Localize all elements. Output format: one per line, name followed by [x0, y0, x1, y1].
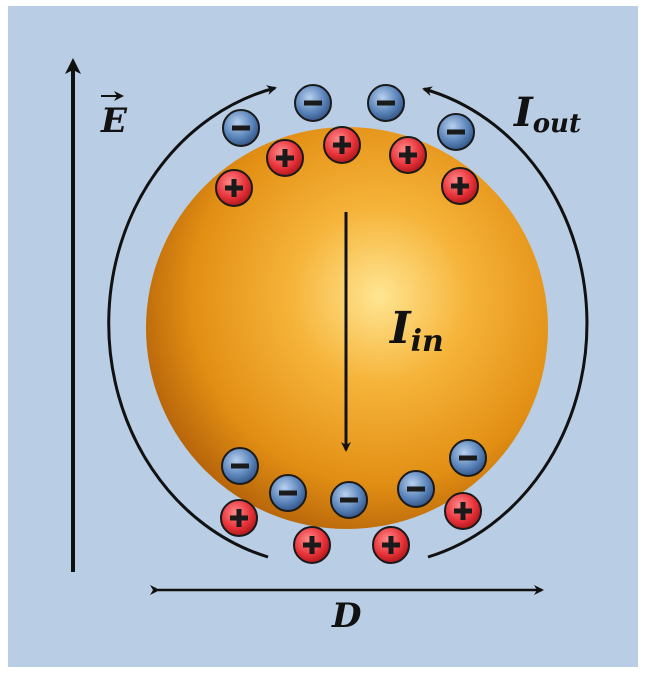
outer-current-arc-left	[107, 85, 277, 559]
minus-icon	[304, 100, 322, 106]
negative-ion	[437, 113, 475, 151]
minus-icon	[232, 125, 250, 131]
negative-ion	[367, 84, 405, 122]
minus-icon	[340, 497, 358, 503]
ion-layer	[215, 84, 487, 564]
current-out-subscript: out	[533, 109, 581, 139]
negative-ion	[221, 447, 259, 485]
positive-ion	[372, 526, 410, 564]
minus-icon	[377, 100, 395, 106]
minus-icon	[407, 486, 425, 492]
positive-ion	[441, 167, 479, 205]
minus-icon	[279, 490, 297, 496]
minus-icon	[459, 455, 477, 461]
current-in-symbol: I	[388, 303, 412, 354]
plus-icon-stem	[460, 502, 466, 520]
current-in-label: Iin	[388, 303, 444, 359]
current-out-symbol: I	[513, 89, 534, 136]
outer-current-arc-right	[422, 86, 589, 559]
current-out-label: Iout	[513, 89, 581, 139]
positive-ion	[215, 169, 253, 207]
plus-icon-stem	[339, 136, 345, 154]
positive-ion	[444, 492, 482, 530]
negative-ion	[222, 109, 260, 147]
positive-ion	[389, 136, 427, 174]
plus-icon-stem	[231, 179, 237, 197]
plus-icon-stem	[236, 509, 242, 527]
negative-ion	[397, 470, 435, 508]
negative-ion	[330, 481, 368, 519]
minus-icon	[231, 463, 249, 469]
negative-ion	[294, 84, 332, 122]
diameter-label: D	[331, 596, 362, 636]
negative-ion	[449, 439, 487, 477]
positive-ion	[293, 526, 331, 564]
minus-icon	[447, 129, 465, 135]
positive-ion	[323, 126, 361, 164]
current-in-subscript: in	[411, 324, 444, 359]
field-label: E	[100, 101, 128, 141]
plus-icon-stem	[457, 177, 463, 195]
plus-icon-stem	[405, 146, 411, 164]
negative-ion	[269, 474, 307, 512]
plus-icon-stem	[282, 149, 288, 167]
plus-icon-stem	[309, 536, 315, 554]
plus-icon-stem	[388, 536, 394, 554]
positive-ion	[266, 139, 304, 177]
positive-ion	[220, 499, 258, 537]
